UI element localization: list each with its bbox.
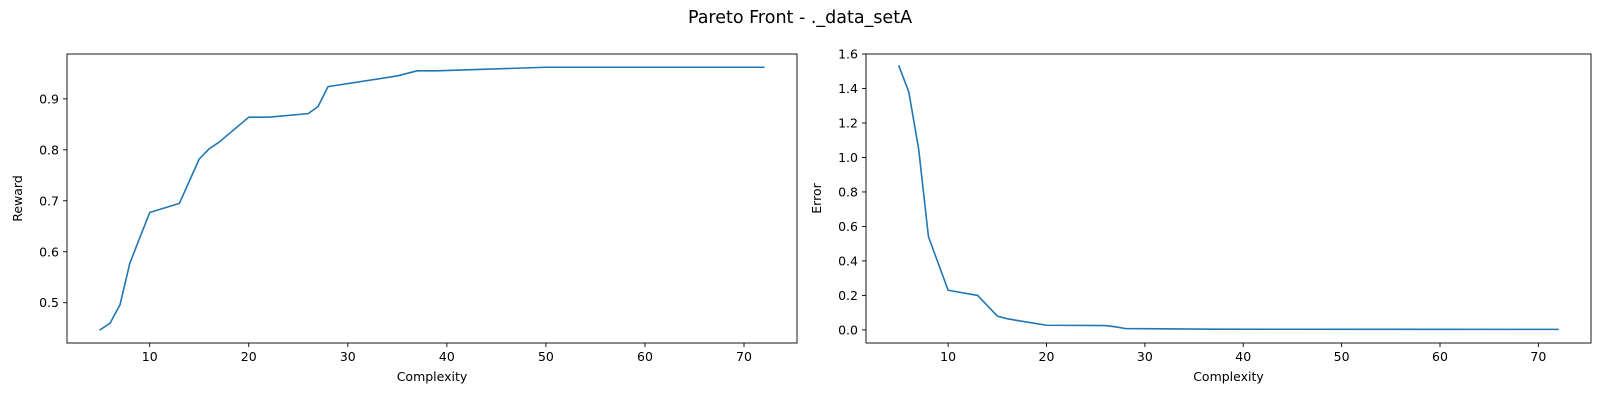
reward-x-tick-label: 50 [538,349,554,364]
reward-x-tick-label: 70 [736,349,752,364]
reward-x-tick-label: 40 [439,349,455,364]
error-y-tick-label: 0.8 [838,184,858,199]
error-x-tick-label: 40 [1235,349,1251,364]
error-y-axis-label: Error [809,182,824,213]
error-x-tick-label: 20 [1039,349,1055,364]
reward-x-tick-label: 30 [340,349,356,364]
reward-chart: 10 20 30 40 50 60 70 0.5 0.6 0.7 0.8 0.9 Complexity R… [10,53,798,384]
reward-y-tick-label: 0.6 [39,244,59,259]
error-series-line [897,65,1559,331]
figure-title: Pareto Front - ._data_setA [688,8,912,28]
error-y-tick-label: 0.2 [838,288,858,303]
error-x-tick-label: 50 [1334,349,1350,364]
reward-axes-frame [66,53,798,344]
error-chart: 10 20 30 40 50 60 70 0.0 0.2 0.4 0.6 0.8 1.0 1.2 1.4 1.… [809,47,1592,384]
reward-x-tick-label: 10 [142,349,158,364]
error-y-tick-label: 0.6 [838,219,858,234]
reward-x-tick-label: 60 [637,349,653,364]
error-y-tick-label: 0.0 [838,322,858,337]
error-y-tick-label: 1.6 [838,47,858,62]
error-x-tick-label: 70 [1530,349,1546,364]
error-x-axis-label: Complexity [1193,369,1264,384]
error-y-tick-label: 0.4 [838,253,858,268]
reward-series-line [99,66,765,331]
reward-y-tick-label: 0.5 [39,295,59,310]
error-y-tick-label: 1.4 [838,81,858,96]
error-x-tick-label: 30 [1137,349,1153,364]
reward-y-tick-label: 0.7 [39,193,59,208]
reward-x-axis-label: Complexity [397,369,468,384]
error-x-tick-label: 10 [940,349,956,364]
error-axes-frame [865,53,1592,344]
error-x-tick-label: 60 [1432,349,1448,364]
reward-y-tick-label: 0.8 [39,142,59,157]
reward-y-axis-label: Reward [10,175,25,222]
error-y-tick-label: 1.0 [838,150,858,165]
reward-x-tick-label: 20 [241,349,257,364]
reward-y-tick-label: 0.9 [39,91,59,106]
error-y-tick-label: 1.2 [838,115,858,130]
